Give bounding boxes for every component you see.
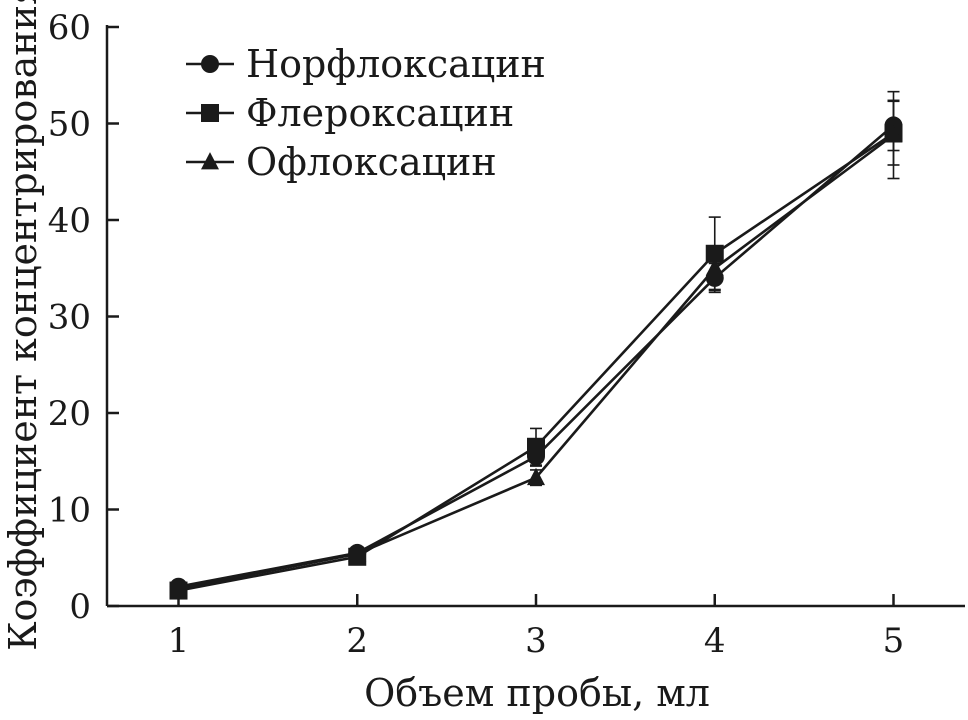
x-tick-label: 4 [704, 621, 726, 661]
x-tick-label: 2 [346, 621, 368, 661]
data-point-square [705, 244, 724, 263]
x-tick-label: 1 [168, 621, 190, 661]
legend-marker-circle [201, 55, 219, 73]
y-tick-label: 50 [48, 105, 91, 145]
x-axis-title: Объем пробы, мл [364, 671, 710, 715]
y-tick-label: 40 [48, 201, 91, 241]
data-point-triangle [705, 258, 724, 276]
y-tick-label: 20 [48, 394, 91, 434]
y-tick-label: 10 [48, 491, 91, 531]
y-axis-title: Коэффициент концентрирования [1, 0, 45, 651]
legend-label: Норфлоксацин [246, 42, 546, 86]
legend: Норфлоксацин Флероксацин Офлоксацин [186, 42, 546, 184]
data-point-triangle [348, 543, 367, 562]
series-line-triangle [178, 134, 895, 590]
data-point-square [527, 437, 545, 456]
data-point-triangle [169, 578, 188, 597]
legend-label: Флероксацин [246, 91, 514, 135]
legend-marker-square [201, 104, 219, 122]
axes: 0 10 20 30 40 50 60 1 2 3 4 5 [48, 8, 965, 661]
x-tick-label: 3 [525, 621, 547, 661]
series-lines [178, 124, 895, 592]
legend-marker-triangle [201, 152, 219, 170]
data-point-triangle [884, 125, 903, 143]
data-point-triangle [527, 467, 545, 486]
series-markers [169, 116, 903, 600]
legend-label: Офлоксацин [246, 140, 497, 184]
x-tick-label: 5 [883, 621, 905, 661]
y-tick-label: 30 [48, 298, 91, 338]
series-line-square [178, 132, 895, 592]
y-tick-label: 60 [48, 8, 91, 48]
y-tick-label: 0 [69, 587, 91, 627]
series-line-circle [178, 124, 895, 588]
